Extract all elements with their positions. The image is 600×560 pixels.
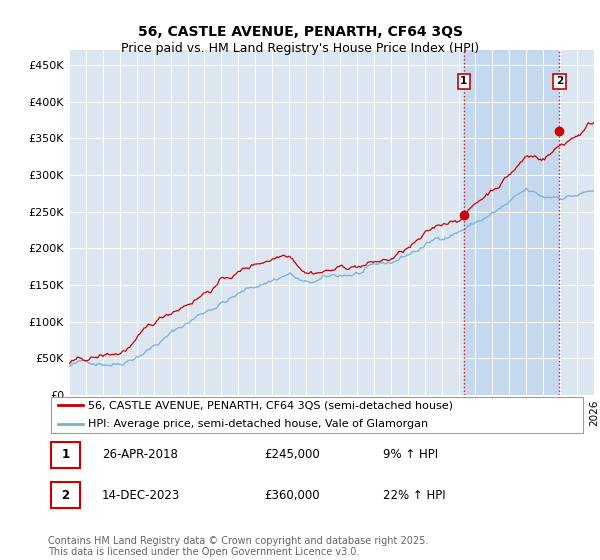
Text: 9% ↑ HPI: 9% ↑ HPI <box>383 448 438 461</box>
Text: Contains HM Land Registry data © Crown copyright and database right 2025.
This d: Contains HM Land Registry data © Crown c… <box>48 535 428 557</box>
Text: 1: 1 <box>61 448 70 461</box>
FancyBboxPatch shape <box>50 482 80 508</box>
Text: HPI: Average price, semi-detached house, Vale of Glamorgan: HPI: Average price, semi-detached house,… <box>89 419 428 430</box>
Text: 2: 2 <box>61 489 70 502</box>
Text: 26-APR-2018: 26-APR-2018 <box>102 448 178 461</box>
FancyBboxPatch shape <box>50 442 80 468</box>
Text: Price paid vs. HM Land Registry's House Price Index (HPI): Price paid vs. HM Land Registry's House … <box>121 42 479 55</box>
FancyBboxPatch shape <box>50 396 583 433</box>
Text: 56, CASTLE AVENUE, PENARTH, CF64 3QS: 56, CASTLE AVENUE, PENARTH, CF64 3QS <box>137 25 463 39</box>
Text: £245,000: £245,000 <box>264 448 320 461</box>
Text: 56, CASTLE AVENUE, PENARTH, CF64 3QS (semi-detached house): 56, CASTLE AVENUE, PENARTH, CF64 3QS (se… <box>89 400 454 410</box>
Text: £360,000: £360,000 <box>264 489 320 502</box>
Bar <box>464 50 559 395</box>
Text: 22% ↑ HPI: 22% ↑ HPI <box>383 489 445 502</box>
Text: 2: 2 <box>556 76 563 86</box>
Text: 1: 1 <box>460 76 467 86</box>
Text: 14-DEC-2023: 14-DEC-2023 <box>102 489 180 502</box>
